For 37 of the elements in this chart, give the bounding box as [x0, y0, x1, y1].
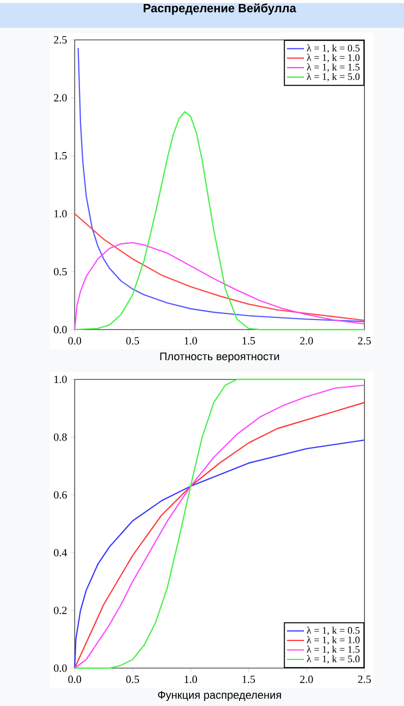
y-tick-label: 0.8 — [54, 433, 67, 441]
x-tick-label: 0.0 — [68, 676, 81, 684]
legend-label: λ = 1, k = 1.0 — [306, 636, 360, 645]
y-tick-label: 0.5 — [54, 268, 67, 276]
legend-label: λ = 1, k = 5.0 — [306, 72, 360, 82]
legend-label: λ = 1, k = 1.5 — [306, 63, 360, 72]
y-tick-label: 1.5 — [54, 152, 67, 160]
x-tick-label: 0.0 — [68, 337, 81, 345]
y-tick-label: 1.0 — [54, 376, 67, 384]
x-tick-label: 0.5 — [126, 337, 139, 345]
x-tick-label: 1.0 — [184, 676, 197, 684]
x-tick-label: 2.5 — [358, 337, 371, 345]
x-tick-label: 2.5 — [358, 676, 371, 684]
legend-label: λ = 1, k = 5.0 — [306, 655, 360, 664]
x-tick-label: 2.0 — [300, 676, 313, 684]
legend-label: λ = 1, k = 1.0 — [306, 54, 360, 62]
x-axis-title: Плотность вероятности — [160, 352, 279, 362]
y-tick-label: 0.2 — [54, 606, 66, 614]
y-tick-label: 2.0 — [54, 94, 67, 102]
x-tick-label: 0.5 — [126, 676, 139, 684]
x-axis-title: Функция распределения — [158, 691, 281, 701]
x-tick-label: 1.5 — [242, 676, 255, 684]
y-tick-label: 0.4 — [54, 548, 67, 556]
y-tick-label: 0.0 — [54, 326, 67, 334]
line-series — [74, 111, 365, 330]
y-tick-label: 0.0 — [54, 664, 67, 672]
x-tick-label: 1.5 — [242, 337, 255, 345]
y-tick-label: 2.5 — [54, 36, 67, 44]
y-tick-label: 1.0 — [54, 210, 67, 218]
y-tick-label: 0.6 — [54, 491, 67, 499]
legend-label: λ = 1, k = 1.5 — [306, 646, 360, 654]
x-tick-label: 2.0 — [300, 337, 313, 345]
legend-label: λ = 1, k = 0.5 — [306, 626, 360, 636]
line-series — [74, 242, 365, 330]
legend-label: λ = 1, k = 0.5 — [306, 44, 360, 53]
chart-title: Распределение Вейбулла — [144, 3, 296, 15]
x-tick-label: 1.0 — [184, 337, 197, 345]
